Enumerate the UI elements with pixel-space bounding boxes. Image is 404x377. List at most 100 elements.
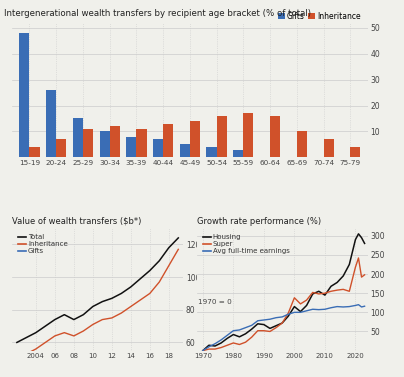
Housing (292, 304, 297, 309)
Bar (56, 139, 66, 157)
Bar (110, 126, 120, 157)
Super (316, 292, 321, 296)
Total (34, 330, 38, 335)
Bar (153, 139, 163, 157)
Bar (297, 132, 307, 157)
Super (328, 289, 333, 294)
Bar (83, 129, 93, 157)
Avg full-time earnings (274, 316, 278, 320)
Avg full-time earnings (237, 328, 242, 332)
Housing (249, 327, 254, 331)
Housing (353, 238, 358, 242)
Super (280, 321, 284, 325)
Avg full-time earnings (280, 315, 284, 319)
Inheritance (166, 264, 171, 268)
Inheritance (128, 304, 133, 309)
Total (90, 304, 95, 309)
Bar (206, 147, 217, 157)
Total (128, 285, 133, 289)
Bar (126, 136, 137, 157)
Total (157, 259, 162, 263)
Avg full-time earnings (341, 305, 346, 309)
Housing (359, 235, 364, 240)
Total (72, 317, 76, 322)
Super (200, 348, 205, 353)
Inheritance (157, 280, 162, 284)
Housing (255, 322, 260, 326)
Avg full-time earnings (322, 307, 327, 311)
Super (206, 347, 211, 351)
Super (255, 328, 260, 333)
Avg full-time earnings (249, 323, 254, 328)
Line: Housing: Housing (203, 234, 364, 351)
Housing (261, 322, 266, 327)
Bar (350, 147, 360, 157)
Avg full-time earnings (298, 310, 303, 314)
Bar (217, 116, 227, 157)
Total (15, 340, 19, 345)
Total (176, 236, 181, 240)
Housing (356, 231, 361, 236)
Legend: Gifts, Inheritance: Gifts, Inheritance (275, 9, 364, 24)
Avg full-time earnings (231, 328, 236, 333)
Housing (280, 321, 284, 325)
Bar (233, 150, 243, 157)
Super (341, 287, 346, 292)
Super (286, 311, 291, 315)
Inheritance (43, 340, 48, 345)
Avg full-time earnings (267, 317, 272, 322)
Super (243, 340, 248, 345)
Avg full-time earnings (353, 303, 358, 308)
Avg full-time earnings (356, 302, 361, 307)
Avg full-time earnings (206, 345, 211, 349)
Text: 1970 = 0: 1970 = 0 (198, 299, 232, 305)
Total (81, 313, 86, 317)
Inheritance (147, 291, 152, 296)
Super (322, 291, 327, 296)
Super (225, 343, 229, 348)
Avg full-time earnings (304, 308, 309, 313)
Inheritance (100, 317, 105, 322)
Super (219, 345, 223, 350)
Bar (46, 90, 56, 157)
Avg full-time earnings (243, 325, 248, 330)
Inheritance (62, 330, 67, 335)
Super (359, 275, 364, 279)
Super (304, 298, 309, 302)
Avg full-time earnings (286, 312, 291, 317)
Avg full-time earnings (316, 307, 321, 312)
Bar (99, 132, 110, 157)
Inheritance (72, 334, 76, 338)
Housing (237, 334, 242, 339)
Super (310, 290, 315, 295)
Total (53, 317, 57, 322)
Avg full-time earnings (310, 307, 315, 311)
Housing (219, 341, 223, 345)
Inheritance (90, 322, 95, 327)
Bar (29, 147, 40, 157)
Total (166, 245, 171, 250)
Super (362, 273, 367, 277)
Housing (225, 336, 229, 341)
Super (335, 288, 339, 293)
Text: Value of wealth transfers ($b*): Value of wealth transfers ($b*) (12, 217, 141, 226)
Super (261, 328, 266, 333)
Legend: Housing, Super, Avg full-time earnings: Housing, Super, Avg full-time earnings (200, 231, 292, 257)
Housing (206, 343, 211, 348)
Line: Avg full-time earnings: Avg full-time earnings (203, 305, 364, 351)
Inheritance (24, 352, 29, 356)
Bar (190, 121, 200, 157)
Housing (274, 323, 278, 328)
Avg full-time earnings (200, 348, 205, 353)
Housing (335, 280, 339, 285)
Total (147, 268, 152, 273)
Avg full-time earnings (255, 319, 260, 323)
Line: Super: Super (203, 258, 364, 351)
Inheritance (109, 316, 114, 320)
Bar (180, 144, 190, 157)
Housing (267, 326, 272, 331)
Housing (328, 284, 333, 288)
Super (298, 302, 303, 306)
Housing (341, 274, 346, 278)
Housing (347, 262, 352, 267)
